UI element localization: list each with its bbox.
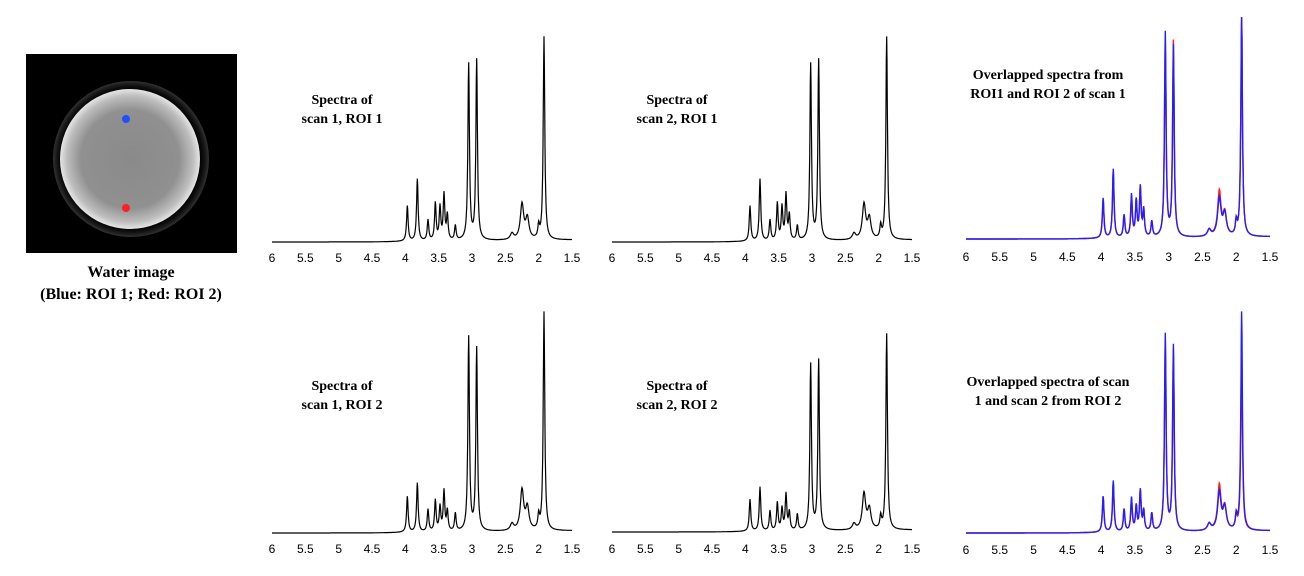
chart-title: Overlapped spectra of scan 1 and scan 2 f… <box>967 375 1130 409</box>
chart-title-line: Overlapped spectra of scan <box>967 375 1130 390</box>
x-tick-label: 5 <box>675 542 682 556</box>
x-tick-label: 3 <box>1165 543 1172 557</box>
chart-title-line: Overlapped spectra from <box>973 68 1124 83</box>
x-tick-label: 1.5 <box>904 542 921 556</box>
x-tick-label: 5.5 <box>297 542 314 556</box>
water-caption-line1: Water image <box>87 264 175 281</box>
x-tick-label: 5.5 <box>991 543 1008 557</box>
x-tick-label: 4.5 <box>704 542 721 556</box>
chart-title: Spectra of scan 1, ROI 2 <box>302 379 383 413</box>
chart-title-line: Spectra of <box>311 93 372 108</box>
chart-title-line: 1 and scan 2 from ROI 2 <box>975 394 1122 409</box>
spectrum-series-line <box>966 311 1270 534</box>
x-tick-label: 3 <box>469 251 476 265</box>
x-tick-label: 3 <box>469 542 476 556</box>
x-tick-label: 5 <box>675 251 682 265</box>
spectrum-scan2-roi2: Spectra of scan 2, ROI 2 6 5.5 5 4.5 4 3.5 3 2.5 2… <box>609 333 921 556</box>
x-tick-label: 2.5 <box>837 251 854 265</box>
chart-title: Overlapped spectra from ROI1 and ROI 2 of… <box>970 68 1126 102</box>
spectrum-scan1-roi2: Spectra of scan 1, ROI 2 6 5.5 5 4.5 4 3.5 3 2.5 2… <box>269 311 581 556</box>
x-tick-label: 6 <box>269 542 276 556</box>
phantom-circle <box>60 89 200 229</box>
x-tick-label: 5.5 <box>637 542 654 556</box>
x-tick-label: 2 <box>1233 250 1240 264</box>
x-tick-label: 4.5 <box>1059 250 1076 264</box>
x-tick-label: 1.5 <box>564 251 581 265</box>
roi1-marker <box>122 115 130 123</box>
x-tick-label: 1.5 <box>904 251 921 265</box>
water-image <box>26 54 237 253</box>
x-tick-label: 2.5 <box>837 542 854 556</box>
x-tick-label: 2.5 <box>1194 543 1211 557</box>
x-tick-label: 2.5 <box>497 542 514 556</box>
x-tick-label: 3.5 <box>1127 250 1144 264</box>
chart-title: Spectra of scan 2, ROI 1 <box>637 93 718 127</box>
chart-title-line: Spectra of <box>311 379 372 394</box>
x-tick-label: 6 <box>963 250 970 264</box>
x-tick-label: 2 <box>535 542 542 556</box>
x-tick-label: 5.5 <box>637 251 654 265</box>
spectrum-series-line <box>272 36 572 243</box>
spectrum-series-line <box>966 16 1270 240</box>
x-tick-label: 4 <box>742 542 749 556</box>
x-tick-label: 4 <box>1098 250 1105 264</box>
x-tick-label: 6 <box>269 251 276 265</box>
x-tick-label: 5 <box>335 542 342 556</box>
chart-title-line: Spectra of <box>646 379 707 394</box>
spectrum-series-line <box>966 16 1270 240</box>
chart-title-line: scan 1, ROI 2 <box>302 398 383 413</box>
x-tick-label: 4.5 <box>364 542 381 556</box>
x-tick-label: 5 <box>1030 543 1037 557</box>
chart-title-line: Spectra of <box>646 93 707 108</box>
x-tick-label: 3 <box>809 542 816 556</box>
x-tick-label: 3 <box>809 251 816 265</box>
chart-title-line: scan 1, ROI 1 <box>302 112 383 127</box>
overlap-roi1-roi2-scan1: Overlapped spectra from ROI1 and ROI 2 of… <box>963 16 1279 264</box>
spectrum-series-line <box>612 333 912 533</box>
x-tick-label: 3.5 <box>1127 543 1144 557</box>
x-tick-label: 2 <box>875 251 882 265</box>
spectrum-series-line <box>272 311 572 534</box>
x-tick-label: 3.5 <box>430 251 447 265</box>
x-tick-label: 5.5 <box>297 251 314 265</box>
water-caption-line2: (Blue: ROI 1; Red: ROI 2) <box>40 286 222 303</box>
x-tick-label: 2.5 <box>1194 250 1211 264</box>
overlap-scan1-scan2-roi2: Overlapped spectra of scan 1 and scan 2 f… <box>963 311 1279 557</box>
x-tick-label: 1.5 <box>1262 250 1279 264</box>
x-tick-label: 6 <box>609 542 616 556</box>
x-tick-label: 4.5 <box>704 251 721 265</box>
x-tick-label: 6 <box>963 543 970 557</box>
x-tick-label: 4 <box>742 251 749 265</box>
x-tick-label: 5 <box>335 251 342 265</box>
x-tick-label: 6 <box>609 251 616 265</box>
x-tick-label: 4.5 <box>364 251 381 265</box>
x-tick-label: 2 <box>875 542 882 556</box>
chart-title: Spectra of scan 2, ROI 2 <box>637 379 718 413</box>
x-tick-label: 1.5 <box>1262 543 1279 557</box>
chart-title-line: ROI1 and ROI 2 of scan 1 <box>970 87 1126 102</box>
x-tick-label: 3 <box>1165 250 1172 264</box>
x-tick-label: 3.5 <box>430 542 447 556</box>
roi2-marker <box>122 204 130 212</box>
x-tick-label: 4 <box>402 542 409 556</box>
x-tick-label: 5.5 <box>991 250 1008 264</box>
spectrum-scan1-roi1: Spectra of scan 1, ROI 1 6 5.5 5 4.5 4 3.5 3 2.5 2… <box>269 36 581 265</box>
x-tick-label: 2 <box>535 251 542 265</box>
spectrum-series-line <box>612 36 912 243</box>
x-tick-label: 1.5 <box>564 542 581 556</box>
x-tick-label: 3.5 <box>770 251 787 265</box>
chart-title: Spectra of scan 1, ROI 1 <box>302 93 383 127</box>
water-image-svg <box>53 81 209 237</box>
spectrum-scan2-roi1: Spectra of scan 2, ROI 1 6 5.5 5 4.5 4 3.5 3 2.5 2… <box>609 36 921 265</box>
x-tick-label: 2 <box>1233 543 1240 557</box>
x-tick-label: 2.5 <box>497 251 514 265</box>
chart-title-line: scan 2, ROI 2 <box>637 398 718 413</box>
x-tick-label: 5 <box>1030 250 1037 264</box>
water-image-caption: Water image (Blue: ROI 1; Red: ROI 2) <box>0 262 262 306</box>
x-tick-label: 4 <box>1098 543 1105 557</box>
x-tick-label: 4.5 <box>1059 543 1076 557</box>
x-tick-label: 4 <box>402 251 409 265</box>
chart-title-line: scan 2, ROI 1 <box>637 112 718 127</box>
x-tick-label: 3.5 <box>770 542 787 556</box>
